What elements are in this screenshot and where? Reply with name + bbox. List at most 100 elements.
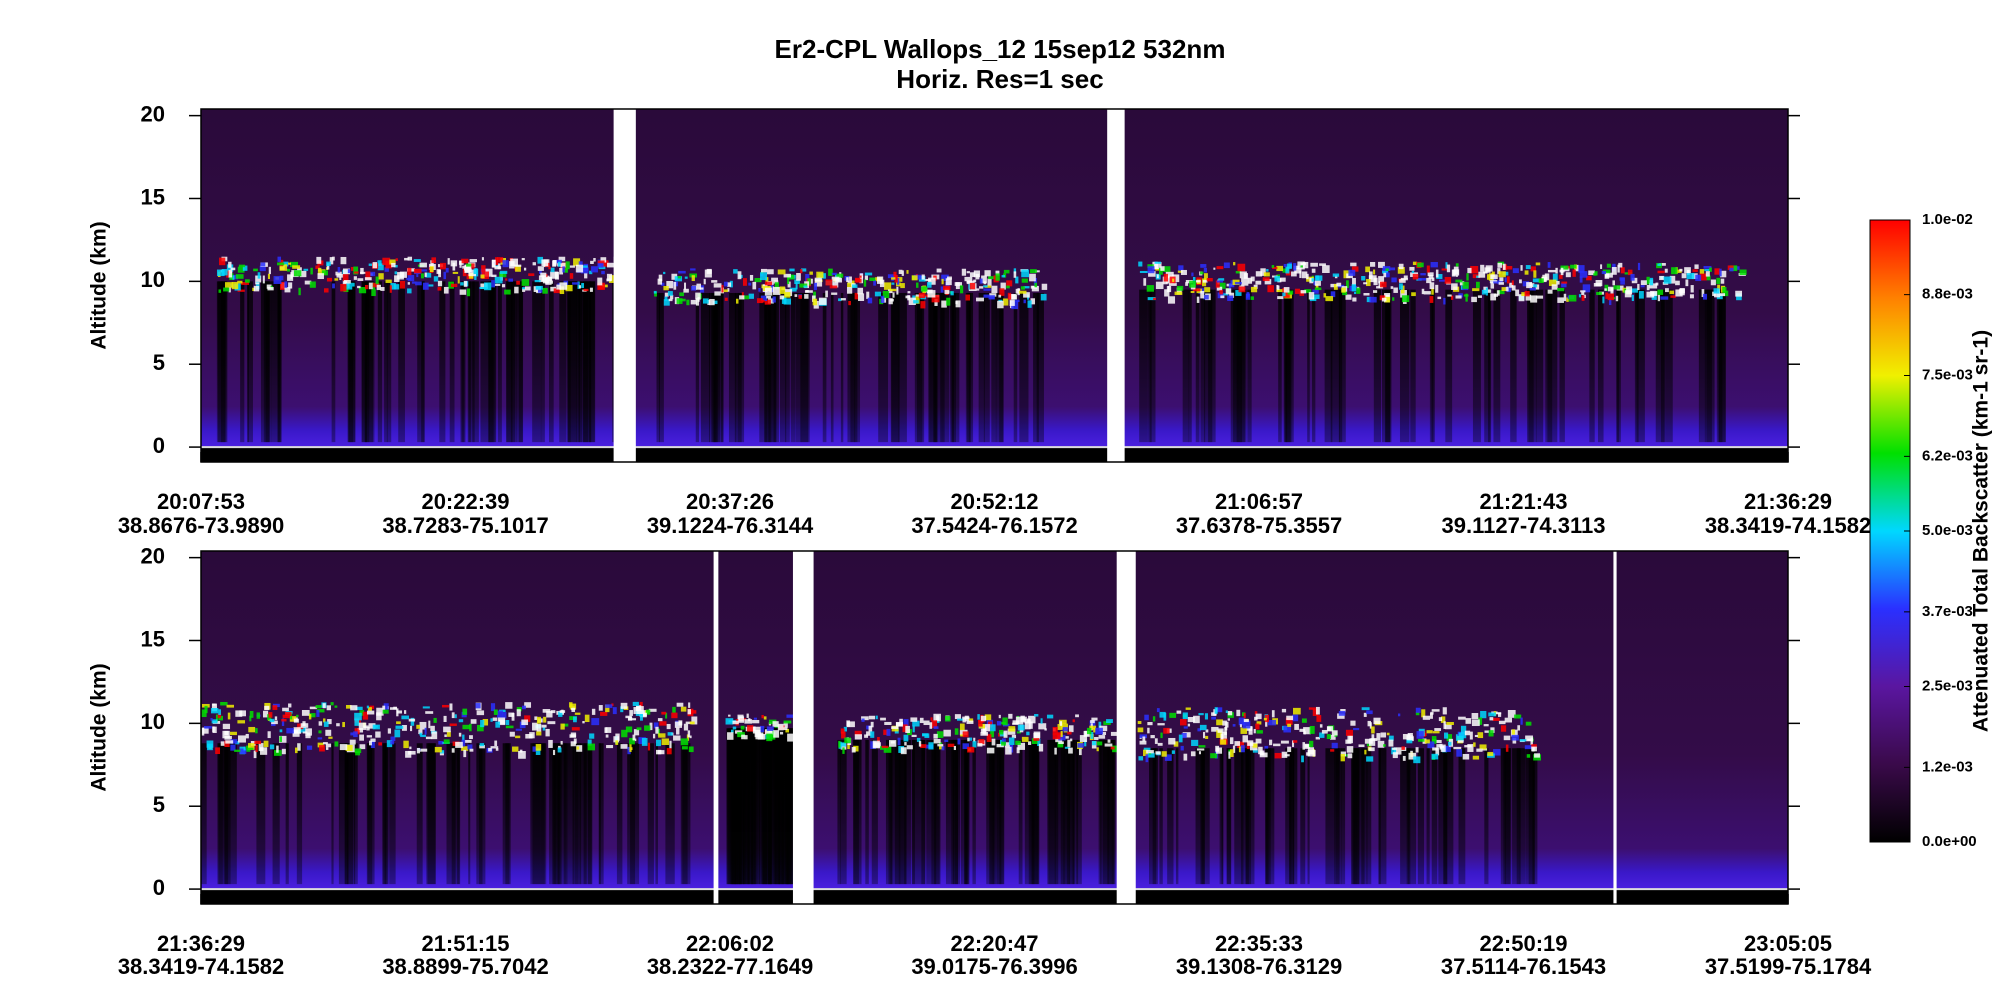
cloud-texture — [416, 274, 419, 278]
cloud-texture — [1455, 274, 1458, 277]
cloud-texture — [1304, 289, 1312, 293]
cloud-texture — [494, 266, 502, 270]
cloud-texture — [1581, 292, 1585, 295]
cloud-texture — [1033, 738, 1040, 741]
cloud-texture — [578, 261, 583, 268]
cloud-texture — [934, 298, 938, 306]
cloud-texture — [1325, 296, 1334, 302]
cloud-texture — [766, 295, 772, 299]
cloud-texture — [545, 276, 552, 285]
shadow-streak — [878, 292, 889, 443]
cloud-texture — [679, 298, 686, 302]
cloud-texture — [945, 278, 952, 286]
cloud-texture — [298, 726, 307, 733]
cloud-texture — [1248, 727, 1253, 735]
cloud-texture — [1044, 728, 1047, 731]
cloud-texture — [1293, 265, 1300, 269]
shadow-streak — [1219, 748, 1224, 885]
cloud-texture — [1471, 296, 1477, 303]
cloud-texture — [712, 300, 718, 305]
cloud-texture — [482, 718, 489, 726]
cloud-texture — [764, 287, 773, 296]
cloud-texture — [786, 714, 794, 718]
cloud-texture — [976, 288, 980, 291]
cloud-texture — [1330, 749, 1335, 752]
cloud-texture — [597, 282, 606, 290]
shadow-streak — [1285, 748, 1295, 885]
shadow-streak — [1048, 739, 1059, 885]
cloud-texture — [284, 287, 291, 293]
cloud-texture — [254, 740, 262, 745]
cloud-texture — [748, 718, 751, 722]
cloud-texture — [215, 747, 221, 755]
colorbar-tick-label: 6.2e-03 — [1922, 447, 1973, 464]
cloud-texture — [452, 262, 456, 271]
cloud-texture — [1163, 727, 1170, 734]
cloud-texture — [1216, 286, 1223, 291]
cloud-texture — [1699, 273, 1707, 281]
cloud-texture — [639, 712, 647, 717]
cloud-texture — [673, 735, 681, 741]
cloud-texture — [1650, 290, 1658, 296]
cloud-texture — [1312, 294, 1320, 300]
cloud-texture — [852, 284, 858, 288]
shadow-streak — [736, 728, 743, 885]
cloud-texture — [1378, 261, 1385, 268]
cloud-texture — [360, 267, 364, 275]
cloud-texture — [1262, 277, 1270, 282]
cloud-texture — [838, 298, 842, 302]
shadow-streak — [1361, 748, 1368, 885]
cloud-texture — [1366, 756, 1374, 762]
cloud-texture — [1347, 735, 1353, 744]
cloud-texture — [449, 703, 453, 711]
cloud-texture — [1008, 726, 1016, 732]
cloud-texture — [542, 709, 551, 713]
x-tick-label: 21:21:43 — [1479, 489, 1567, 514]
cloud-texture — [1443, 745, 1451, 752]
cloud-texture — [714, 291, 721, 296]
cloud-texture — [1147, 727, 1150, 734]
cloud-texture — [1723, 290, 1729, 297]
cloud-texture — [201, 709, 207, 718]
cloud-texture — [1179, 719, 1187, 726]
cloud-texture — [521, 287, 526, 290]
cloud-texture — [480, 274, 485, 279]
cloud-texture — [767, 298, 774, 304]
cloud-texture — [279, 281, 285, 290]
cloud-texture — [912, 725, 915, 733]
cloud-texture — [1321, 729, 1328, 734]
cloud-texture — [1331, 730, 1338, 736]
cloud-texture — [357, 285, 361, 289]
shadow-streak — [840, 739, 847, 885]
cloud-texture — [1438, 717, 1443, 722]
cloud-texture — [569, 702, 573, 708]
cloud-texture — [944, 739, 949, 743]
cloud-texture — [427, 284, 434, 287]
cloud-texture — [688, 702, 691, 708]
cloud-texture — [1309, 277, 1314, 284]
x-tick-label: 22:50:19 — [1479, 931, 1567, 956]
shadow-streak — [218, 281, 228, 443]
shadow-streak — [1330, 289, 1340, 443]
cloud-texture — [514, 286, 519, 294]
cloud-texture — [1463, 294, 1469, 297]
cloud-texture — [1204, 713, 1209, 720]
cloud-texture — [936, 268, 942, 273]
cloud-texture — [975, 273, 980, 280]
shadow-streak — [256, 743, 266, 885]
cloud-texture — [800, 269, 803, 274]
cloud-texture — [1075, 714, 1079, 718]
cloud-texture — [1431, 738, 1437, 742]
cloud-texture — [676, 727, 680, 735]
cloud-texture — [867, 297, 873, 304]
cloud-texture — [766, 733, 773, 742]
cloud-texture — [1142, 736, 1146, 742]
cloud-texture — [282, 714, 290, 719]
cloud-texture — [841, 731, 846, 739]
cloud-texture — [1415, 707, 1421, 713]
cloud-texture — [565, 284, 573, 292]
cloud-texture — [1287, 723, 1292, 727]
cloud-texture — [1225, 721, 1229, 728]
cloud-texture — [557, 747, 562, 753]
cloud-texture — [1094, 736, 1099, 740]
